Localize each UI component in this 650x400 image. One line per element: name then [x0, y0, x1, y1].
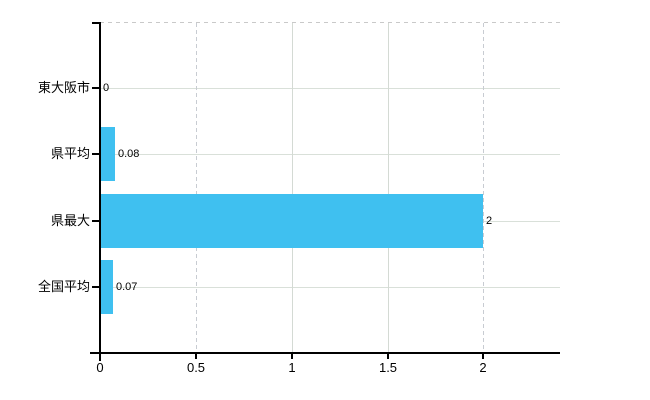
x-axis-line	[90, 352, 560, 354]
gridline-horizontal	[100, 154, 560, 155]
axis-tick	[291, 354, 293, 359]
gridline-vertical	[388, 23, 389, 353]
gridline-vertical	[196, 23, 197, 353]
category-label: 県平均	[50, 146, 90, 161]
gridline-vertical	[483, 23, 484, 353]
axis-tick	[92, 22, 99, 24]
category-label: 県最大	[50, 213, 90, 228]
axis-tick	[92, 87, 99, 89]
x-tick-label: 2	[479, 360, 487, 375]
axis-tick	[195, 354, 197, 359]
axis-tick	[387, 354, 389, 359]
axis-tick	[482, 354, 484, 359]
gridline-horizontal	[100, 287, 560, 288]
x-tick-label: 0	[96, 360, 104, 375]
x-tick-label: 1	[288, 360, 296, 375]
bar[interactable]	[101, 260, 113, 314]
x-tick-label: 0.5	[186, 360, 206, 375]
axis-tick	[92, 153, 99, 155]
value-label: 0	[103, 82, 110, 94]
y-axis-line	[99, 22, 101, 361]
value-label: 2	[486, 215, 493, 227]
category-label: 東大阪市	[37, 80, 90, 95]
value-label: 0.08	[118, 148, 140, 160]
x-tick-label: 1.5	[378, 360, 398, 375]
bar[interactable]	[101, 127, 115, 181]
axis-tick	[92, 220, 99, 222]
gridline-horizontal	[100, 88, 560, 89]
category-label: 全国平均	[37, 279, 90, 294]
gridline-vertical	[292, 23, 293, 353]
bar[interactable]	[101, 194, 483, 248]
axis-tick	[92, 286, 99, 288]
chart-top-border	[100, 22, 560, 23]
value-label: 0.07	[116, 281, 138, 293]
